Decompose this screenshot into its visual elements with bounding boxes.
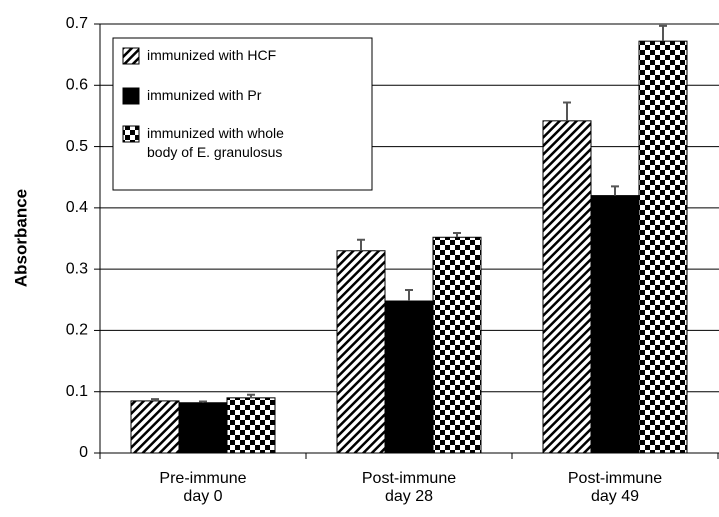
y-tick-label: 0.4 — [66, 199, 88, 216]
bar — [432, 236, 482, 454]
y-tick-label: 0.5 — [66, 138, 88, 155]
x-tick-label: Pre-immune day 0 — [159, 470, 247, 505]
x-tick-label: Post-immune day 49 — [567, 470, 663, 505]
y-tick-label: 0.3 — [66, 260, 88, 277]
legend-label: immunized with HCF — [147, 47, 277, 63]
y-tick-label: 0.6 — [66, 77, 88, 94]
y-tick-label: 0 — [79, 444, 88, 461]
bar — [384, 300, 434, 454]
y-tick-label: 0.1 — [66, 383, 88, 400]
error-bar — [357, 238, 365, 251]
error-bar — [151, 398, 159, 401]
y-tick-label: 0.7 — [66, 15, 88, 32]
error-bar — [659, 24, 667, 42]
legend-label: immunized with Pr — [147, 87, 262, 103]
bar — [130, 400, 180, 454]
bar — [590, 195, 640, 454]
bar — [178, 402, 228, 454]
legend-swatch — [122, 125, 140, 143]
error-bar — [199, 400, 207, 403]
error-bar — [563, 101, 571, 121]
y-tick-label: 0.2 — [66, 322, 88, 339]
legend-label: immunized with whole body of E. granulos… — [147, 125, 284, 160]
legend-box — [112, 37, 373, 191]
legend-swatch — [122, 87, 140, 105]
error-bar — [611, 185, 619, 196]
x-tick-label: Post-immune day 28 — [361, 470, 457, 505]
bar — [638, 40, 688, 454]
bar — [226, 397, 276, 454]
legend-swatch — [122, 47, 140, 65]
error-bar — [453, 231, 461, 238]
error-bar — [405, 288, 413, 302]
error-bar — [247, 393, 255, 398]
y-axis-label: Absorbance — [11, 189, 30, 287]
bar — [336, 250, 386, 454]
bar — [542, 120, 592, 454]
